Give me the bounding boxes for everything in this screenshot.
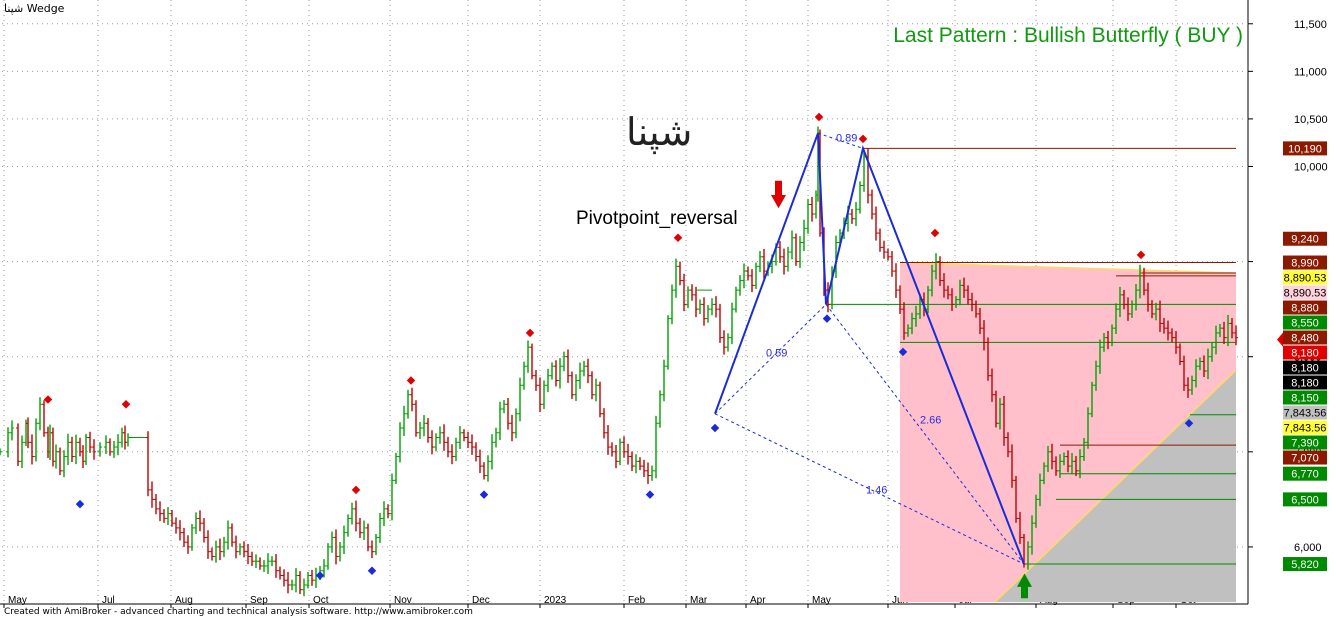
pattern-dashed-line: [817, 132, 864, 149]
price-label-box: [1283, 557, 1327, 572]
pattern-dashed-line: [825, 304, 1025, 565]
pattern-ratio-label: 1.46: [866, 485, 887, 497]
x-tick-label: Sep: [250, 595, 268, 606]
price-label-box: [1283, 360, 1327, 375]
price-label-box: [1283, 255, 1327, 270]
pivot-high-marker: [406, 376, 416, 385]
pivot-high-marker: [1136, 250, 1146, 260]
y-tick-label: 10,000: [1294, 161, 1328, 173]
y-tick-label: 6,000: [1294, 542, 1322, 554]
sell-arrow-icon: [771, 180, 786, 209]
price-label-text: 7,843.56: [1284, 423, 1327, 435]
pivot-low-marker: [367, 566, 377, 575]
price-label-box: [1283, 315, 1327, 330]
price-label-box: [1283, 231, 1327, 246]
price-label-box: [1283, 375, 1327, 390]
pattern-dashed-line: [714, 304, 827, 415]
price-label-box: [1283, 450, 1327, 465]
pivot-low-marker: [1184, 419, 1194, 428]
price-label-text: 6,500: [1291, 494, 1319, 506]
price-label-box: [1283, 466, 1327, 481]
chart-header: شپنا Wedge: [4, 2, 64, 15]
symbol-name: شپنا: [4, 2, 24, 15]
x-tick-label: Feb: [628, 595, 646, 606]
annotation-label: Pivotpoint_reversal: [576, 208, 738, 229]
price-label-box: [1283, 405, 1327, 420]
price-label-text: 8,880: [1291, 303, 1319, 315]
x-tick-label: Nov: [394, 595, 412, 606]
pivot-high-marker: [525, 328, 535, 338]
footer-credit: Created with AmiBroker - advanced charti…: [4, 607, 473, 617]
price-label-text: 6,770: [1291, 469, 1319, 481]
pivot-low-marker: [75, 499, 85, 509]
price-label-box: [1283, 141, 1327, 156]
pivot-high-marker: [930, 228, 940, 238]
x-tick-label: Jul: [102, 595, 115, 606]
price-label-text: 8,150: [1291, 393, 1319, 405]
price-label-text: 8,180: [1291, 378, 1319, 390]
price-label-box: [1283, 492, 1327, 507]
pivot-low-marker: [822, 314, 832, 323]
x-tick-label: Apr: [750, 595, 766, 606]
pivot-high-marker: [43, 395, 53, 404]
pattern-label: Last Pattern : Bullish Butterfly ( BUY ): [893, 24, 1243, 47]
price-label-box: [1283, 285, 1327, 300]
wedge-upper-line: [899, 261, 1237, 274]
x-tick-label: 2023: [544, 595, 567, 606]
y-tick-label: 10,500: [1294, 114, 1328, 126]
pivot-high-marker: [673, 233, 683, 243]
price-label-text: 8,890.53: [1284, 273, 1327, 285]
pivot-low-marker: [479, 490, 489, 499]
price-label-text: 8,180: [1291, 363, 1319, 375]
pivot-high-marker: [351, 485, 361, 495]
price-label-box: [1283, 435, 1327, 450]
price-label-text: 8,480: [1291, 333, 1319, 345]
price-label-text: 8,890.53: [1284, 288, 1327, 300]
price-label-text: 8,550: [1291, 318, 1319, 330]
y-tick-label: 11,000: [1294, 66, 1327, 78]
x-tick-label: Mar: [690, 595, 708, 606]
pivot-high-marker: [814, 112, 824, 122]
price-label-box: [1283, 300, 1327, 315]
pattern-ratio-label: 2.66: [920, 414, 941, 426]
y-tick-label: 11,500: [1294, 19, 1327, 31]
price-label-text: 8,180: [1291, 348, 1319, 360]
x-tick-label: Dec: [472, 595, 490, 606]
pivot-high-marker: [121, 400, 131, 409]
current-price-pointer: [1277, 332, 1283, 347]
price-label-box: [1283, 420, 1327, 435]
wedge-lower-line: [994, 369, 1237, 603]
pivot-high-marker: [858, 134, 868, 144]
pattern-ratio-label: 0.59: [766, 348, 787, 360]
price-label-text: 10,190: [1288, 143, 1322, 155]
x-tick-label: Aug: [175, 595, 193, 606]
x-tick-label: May: [812, 595, 831, 606]
price-label-box: [1283, 330, 1327, 345]
price-label-text: 5,820: [1291, 559, 1319, 571]
pivot-low-marker: [710, 423, 720, 433]
buy-arrow-icon: [1017, 573, 1032, 599]
price-label-text: 9,240: [1291, 234, 1319, 246]
price-label-text: 8,990: [1291, 258, 1319, 270]
indicator-name: Wedge: [26, 2, 65, 15]
price-label-text: 7,843.56: [1284, 408, 1327, 420]
symbol-watermark: شپنا: [626, 112, 692, 155]
pattern-ratio-label: 0.89: [836, 133, 857, 145]
price-label-text: 7,390: [1291, 438, 1319, 450]
price-label-box: [1283, 270, 1327, 285]
price-label-box: [1283, 345, 1327, 360]
price-label-box: [1283, 390, 1327, 405]
pivot-low-marker: [898, 347, 908, 357]
x-tick-label: May: [8, 595, 27, 606]
pivot-low-marker: [315, 571, 325, 580]
x-tick-label: Oct: [313, 595, 329, 606]
pivot-low-marker: [645, 490, 655, 499]
price-label-text: 7,070: [1291, 453, 1319, 465]
